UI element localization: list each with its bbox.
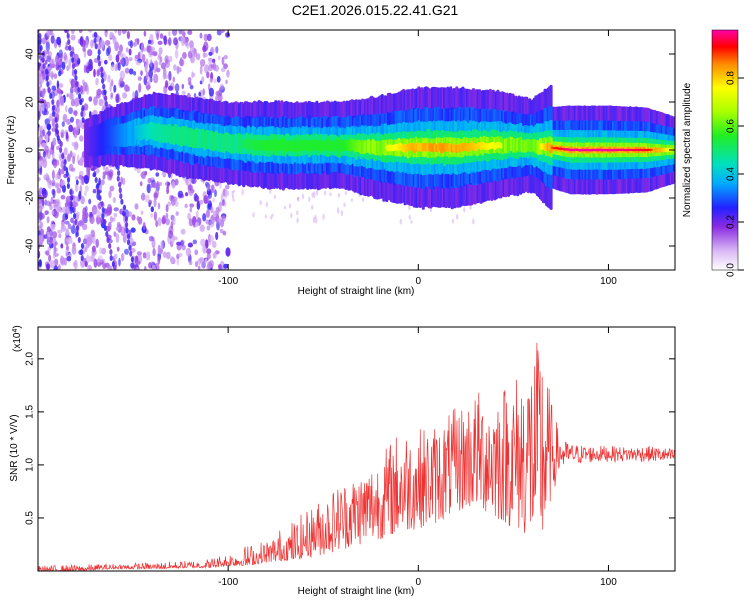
colorbar-tick-label: 0.8 [726,71,737,85]
x-tick-label: -100 [218,577,238,588]
y-tick-label: 1.5 [25,404,36,418]
y-tick-label: -40 [25,238,36,253]
snr-x-label: Height of straight line (km) [298,586,415,597]
colorbar-tick-label: 0.0 [726,263,737,277]
spectrogram-y-label: Frequency (Hz) [6,116,17,185]
y-tick-label: -20 [25,190,36,205]
x-tick-label: 100 [600,577,617,588]
y-tick-label: 40 [25,48,36,60]
spectrogram-ridge [84,84,675,210]
x-tick-label: -100 [218,276,238,287]
y-tick-label: 1.0 [25,458,36,472]
snr-panel: -100 0 100 0.5 1.0 1.5 2.0 Height of straight … [9,325,676,597]
y-tick-label: 0.5 [25,511,36,525]
y-tick-label: 20 [25,96,36,108]
x-tick-label: 0 [416,577,422,588]
x-tick-label: 100 [600,276,617,287]
colorbar-tick-label: 0.4 [726,167,737,181]
x-tick-label: 0 [416,276,422,287]
snr-multiplier: (x104) [12,325,24,352]
snr-y-label: SNR (10 * V/V) [9,414,20,481]
colorbar-gradient [711,29,739,271]
snr-frame [37,326,676,572]
colorbar-tick-label: 0.6 [726,119,737,133]
snr-series-line [38,342,675,571]
y-tick-label: 2.0 [25,351,36,365]
colorbar: 0.0 0.2 0.4 0.6 0.8 Normalized spectral ampl… [682,29,744,277]
spectrogram-x-label: Height of straight line (km) [298,286,415,297]
chart-title: C2E1.2026.015.22.41.G21 [291,2,459,18]
y-tick-label: 0 [25,147,36,153]
spectrogram-panel: -100 0 100 -40 -20 0 20 40 Height of straight l… [6,29,676,297]
colorbar-label: Normalized spectral amplitude [682,82,693,217]
colorbar-tick-label: 0.2 [726,215,737,229]
